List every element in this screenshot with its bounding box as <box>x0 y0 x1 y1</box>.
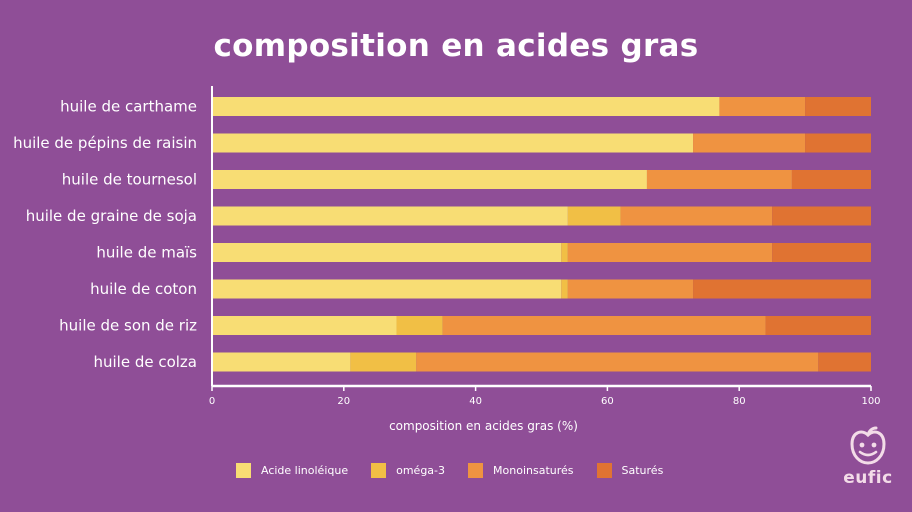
category-label: huile de graine de soja <box>26 207 197 225</box>
x-tick-label: 20 <box>337 396 350 407</box>
legend-label: oméga-3 <box>396 463 446 477</box>
bar-segment <box>212 352 351 372</box>
bar-segment <box>818 352 871 372</box>
bar-segment <box>212 170 647 189</box>
bar-segment <box>567 206 621 226</box>
category-label: huile de tournesol <box>62 171 197 189</box>
x-tick-label: 0 <box>209 396 215 407</box>
legend-item: oméga-3 <box>371 462 446 478</box>
bar-segment <box>765 316 871 335</box>
category-label: huile de son de riz <box>59 317 197 335</box>
apple-face-icon <box>850 426 886 465</box>
bar-segment <box>416 352 819 372</box>
bar-segment <box>212 133 694 153</box>
legend-swatch <box>371 462 387 478</box>
bar-segment <box>212 316 397 335</box>
bar-segment <box>719 97 806 116</box>
logo-text: eufic <box>843 468 893 488</box>
chart-legend: Acide linoléique oméga-3 Monoinsaturés Satu… <box>236 461 686 479</box>
bar-segment <box>567 279 694 299</box>
bar-segment <box>396 316 443 335</box>
bar-segment <box>693 133 806 153</box>
bar-segment <box>772 243 871 262</box>
eufic-logo: eufic <box>838 426 898 498</box>
bar-segment <box>212 206 568 226</box>
bar-segment <box>561 279 568 299</box>
category-label: huile de colza <box>93 353 197 371</box>
x-tick-label: 80 <box>733 396 746 407</box>
bar-segment <box>212 279 562 299</box>
bar-segment <box>442 316 766 335</box>
bar-segment <box>805 133 871 153</box>
legend-label: Saturés <box>621 463 664 477</box>
bar-segment <box>350 352 417 372</box>
bar-segment <box>561 243 568 262</box>
legend-swatch <box>236 462 251 478</box>
bar-segment <box>772 206 871 226</box>
category-label: huile de coton <box>90 280 197 298</box>
x-tick-label: 100 <box>861 396 880 407</box>
legend-swatch <box>596 462 612 478</box>
bar-segment <box>805 97 871 116</box>
bar-segment <box>791 170 871 189</box>
category-label: huile de carthame <box>60 98 197 116</box>
bar-segment <box>212 243 562 262</box>
category-label: huile de maïs <box>96 244 197 262</box>
legend-label: Monoinsaturés <box>493 463 574 477</box>
legend-label: Acide linoléique <box>261 463 349 477</box>
bar-segment <box>212 97 720 116</box>
legend-swatch <box>468 462 484 478</box>
legend-item: Monoinsaturés <box>468 462 574 478</box>
bar-segment <box>646 170 792 189</box>
legend-item: Saturés <box>596 462 664 478</box>
bar-segment <box>567 243 773 262</box>
bar-segment <box>620 206 773 226</box>
x-tick-label: 60 <box>601 396 614 407</box>
category-label: huile de pépins de raisin <box>13 134 197 152</box>
x-tick-label: 40 <box>469 396 482 407</box>
bar-segment <box>693 279 871 299</box>
chart-title: composition en acides gras <box>213 28 699 64</box>
legend-item: Acide linoléique <box>236 462 349 478</box>
x-axis-title: composition en acides gras (%) <box>389 419 578 433</box>
